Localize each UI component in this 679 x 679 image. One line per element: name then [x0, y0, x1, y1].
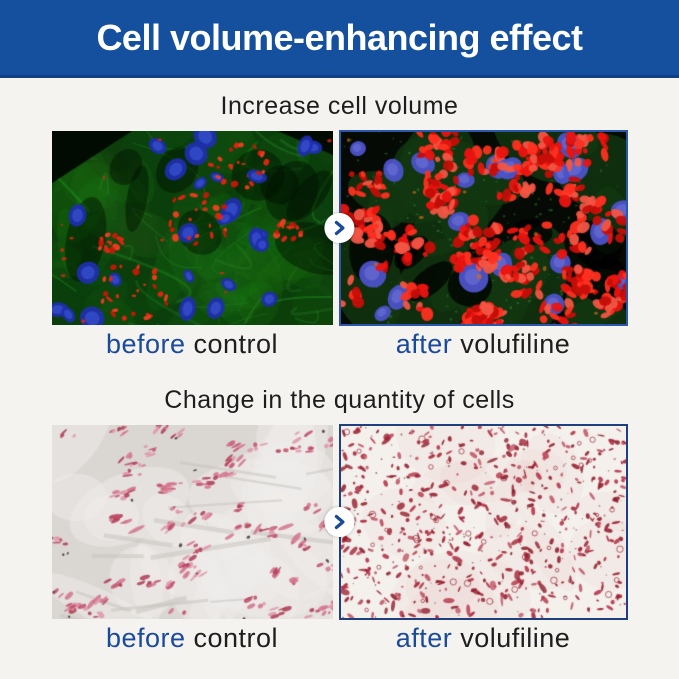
comparison-row-2	[0, 424, 679, 620]
section-quantity-of-cells: Change in the quantity of cells before c…	[0, 386, 679, 654]
caption-rest: volufiline	[460, 329, 571, 359]
caption-before-control: before control	[52, 329, 333, 360]
micrograph-canvas	[340, 426, 626, 618]
chevron-right-icon	[323, 213, 354, 243]
caption-before-control: before control	[52, 623, 333, 654]
micrograph-after-volufiline-fluorescence	[338, 130, 628, 326]
caption-after-volufiline: after volufiline	[339, 329, 628, 360]
micrograph-before-control-histology	[51, 425, 333, 619]
caption-rest: control	[193, 329, 279, 359]
micrograph-canvas	[51, 131, 333, 325]
infographic: Cell volume-enhancing effect Increase ce…	[0, 0, 679, 654]
section-title-change-quantity-cells: Change in the quantity of cells	[164, 386, 515, 414]
micrograph-after-volufiline-histology	[338, 424, 628, 620]
captions-row-2: before control after volufiline	[0, 623, 679, 654]
banner-title: Cell volume-enhancing effect	[96, 16, 583, 58]
banner: Cell volume-enhancing effect	[0, 0, 679, 78]
caption-highlight: before	[105, 329, 186, 359]
captions-row-1: before control after volufiline	[0, 329, 679, 360]
section-title-increase-cell-volume: Increase cell volume	[220, 92, 459, 120]
micrograph-canvas	[51, 425, 333, 619]
caption-highlight: before	[105, 623, 186, 653]
section-cell-volume: Increase cell volume before control afte…	[0, 92, 679, 360]
chevron-right-icon	[323, 507, 354, 537]
comparison-row-1	[0, 130, 679, 326]
caption-rest: volufiline	[460, 623, 571, 653]
caption-highlight: after	[395, 623, 453, 653]
micrograph-canvas	[340, 132, 626, 324]
caption-after-volufiline: after volufiline	[339, 623, 628, 654]
caption-rest: control	[193, 623, 279, 653]
micrograph-before-control-fluorescence	[51, 131, 333, 325]
caption-highlight: after	[395, 329, 453, 359]
